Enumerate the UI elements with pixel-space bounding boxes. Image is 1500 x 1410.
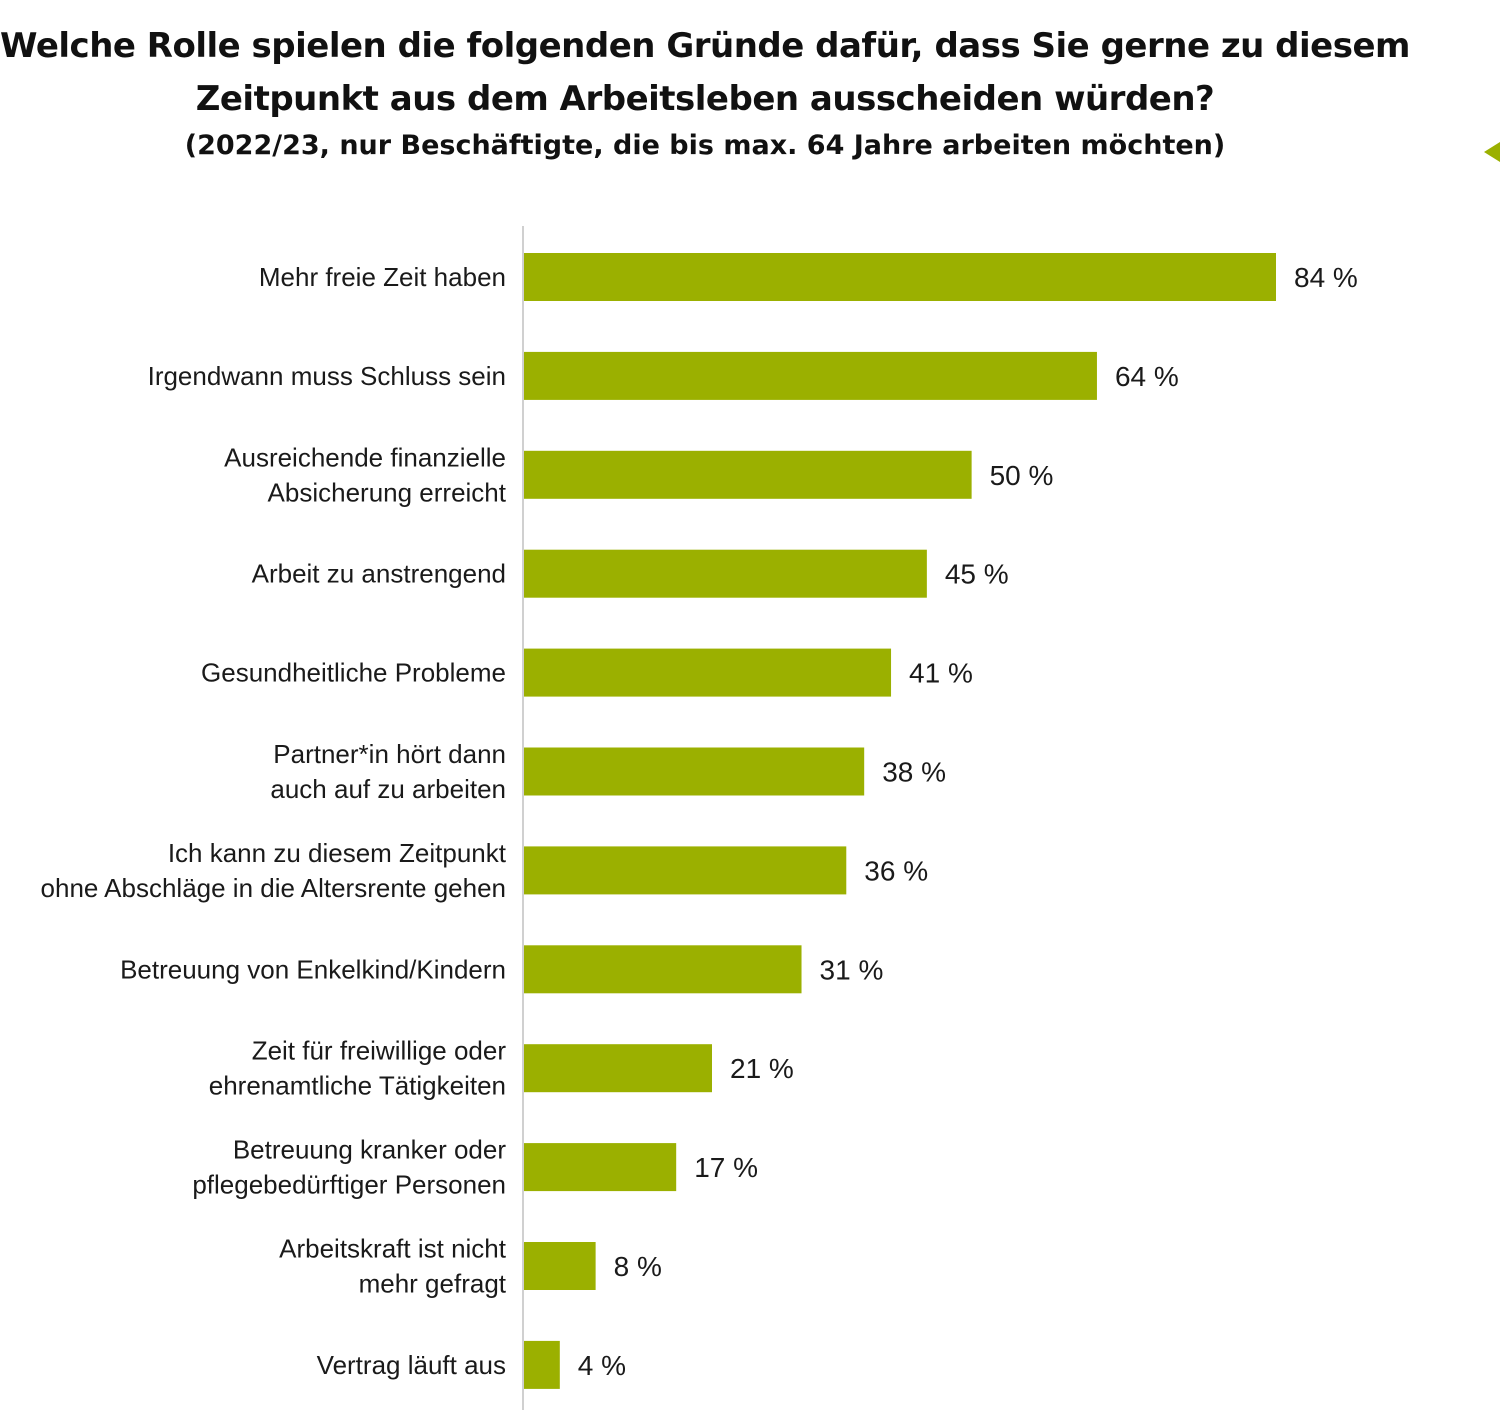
bar-6 [524,747,865,796]
value-label-2: 64 % [1115,361,1179,392]
value-label-3: 50 % [990,460,1054,491]
category-label-9-line-1: Zeit für freiwillige oder [252,1036,507,1066]
bar-11 [524,1242,596,1290]
bar-4 [524,549,927,598]
value-label-7: 36 % [864,855,928,886]
value-label-9: 21 % [730,1053,794,1084]
bar-5 [524,648,892,697]
category-label-11-line-1: Arbeitskraft ist nicht [279,1234,507,1264]
category-label-3-line-2: Absicherung erreicht [268,477,507,507]
category-label-6-line-1: Partner*in hört dann [273,739,506,769]
bar-3 [524,450,972,499]
category-label-4: Arbeit zu anstrengend [252,559,506,589]
value-label-12: 4 % [578,1350,626,1381]
category-label-7-line-2: ohne Abschläge in die Altersrente gehen [41,873,506,903]
value-label-10: 17 % [694,1152,758,1183]
category-label-2: Irgendwann muss Schluss sein [148,361,506,391]
value-label-1: 84 % [1294,262,1358,293]
bar-2 [524,351,1097,400]
value-label-11: 8 % [614,1251,662,1282]
category-label-9-line-2: ehrenamtliche Tätigkeiten [209,1071,506,1101]
category-label-3-line-1: Ausreichende finanzielle [224,442,506,472]
bar-7 [524,846,847,895]
bar-9 [524,1044,712,1093]
value-label-5: 41 % [909,658,973,689]
chart-subtitle: (2022/23, nur Beschäftigte, die bis max.… [184,130,1226,161]
category-label-7-line-1: Ich kann zu diesem Zeitpunkt [168,838,507,868]
category-label-5: Gesundheitliche Probleme [201,658,506,688]
category-label-12: Vertrag läuft aus [317,1350,506,1380]
category-label-10-line-2: pflegebedürftiger Personen [192,1170,506,1200]
chart-header: Welche Rolle spielen die folgenden Gründ… [0,20,1410,164]
chart-title-line-1: Welche Rolle spielen die folgenden Gründ… [0,26,1410,66]
bar-8 [524,945,802,994]
category-label-11-line-2: mehr gefragt [359,1269,507,1299]
category-label-10-line-1: Betreuung kranker oder [233,1135,507,1165]
category-label-1: Mehr freie Zeit haben [259,262,506,292]
value-label-6: 38 % [882,757,946,788]
bar-10 [524,1143,677,1192]
bar-12 [524,1340,560,1389]
value-label-4: 45 % [945,559,1009,590]
category-label-8: Betreuung von Enkelkind/Kindern [120,954,506,984]
chart-title-line-2: Zeitpunkt aus dem Arbeitsleben ausscheid… [195,79,1215,119]
value-label-8: 31 % [820,954,884,985]
chart-title: Welche Rolle spielen die folgenden Gründ… [0,20,1410,126]
category-label-6-line-2: auch auf zu arbeiten [270,774,506,804]
left-arrow-icon[interactable] [1484,142,1500,162]
bar-1 [524,253,1276,301]
